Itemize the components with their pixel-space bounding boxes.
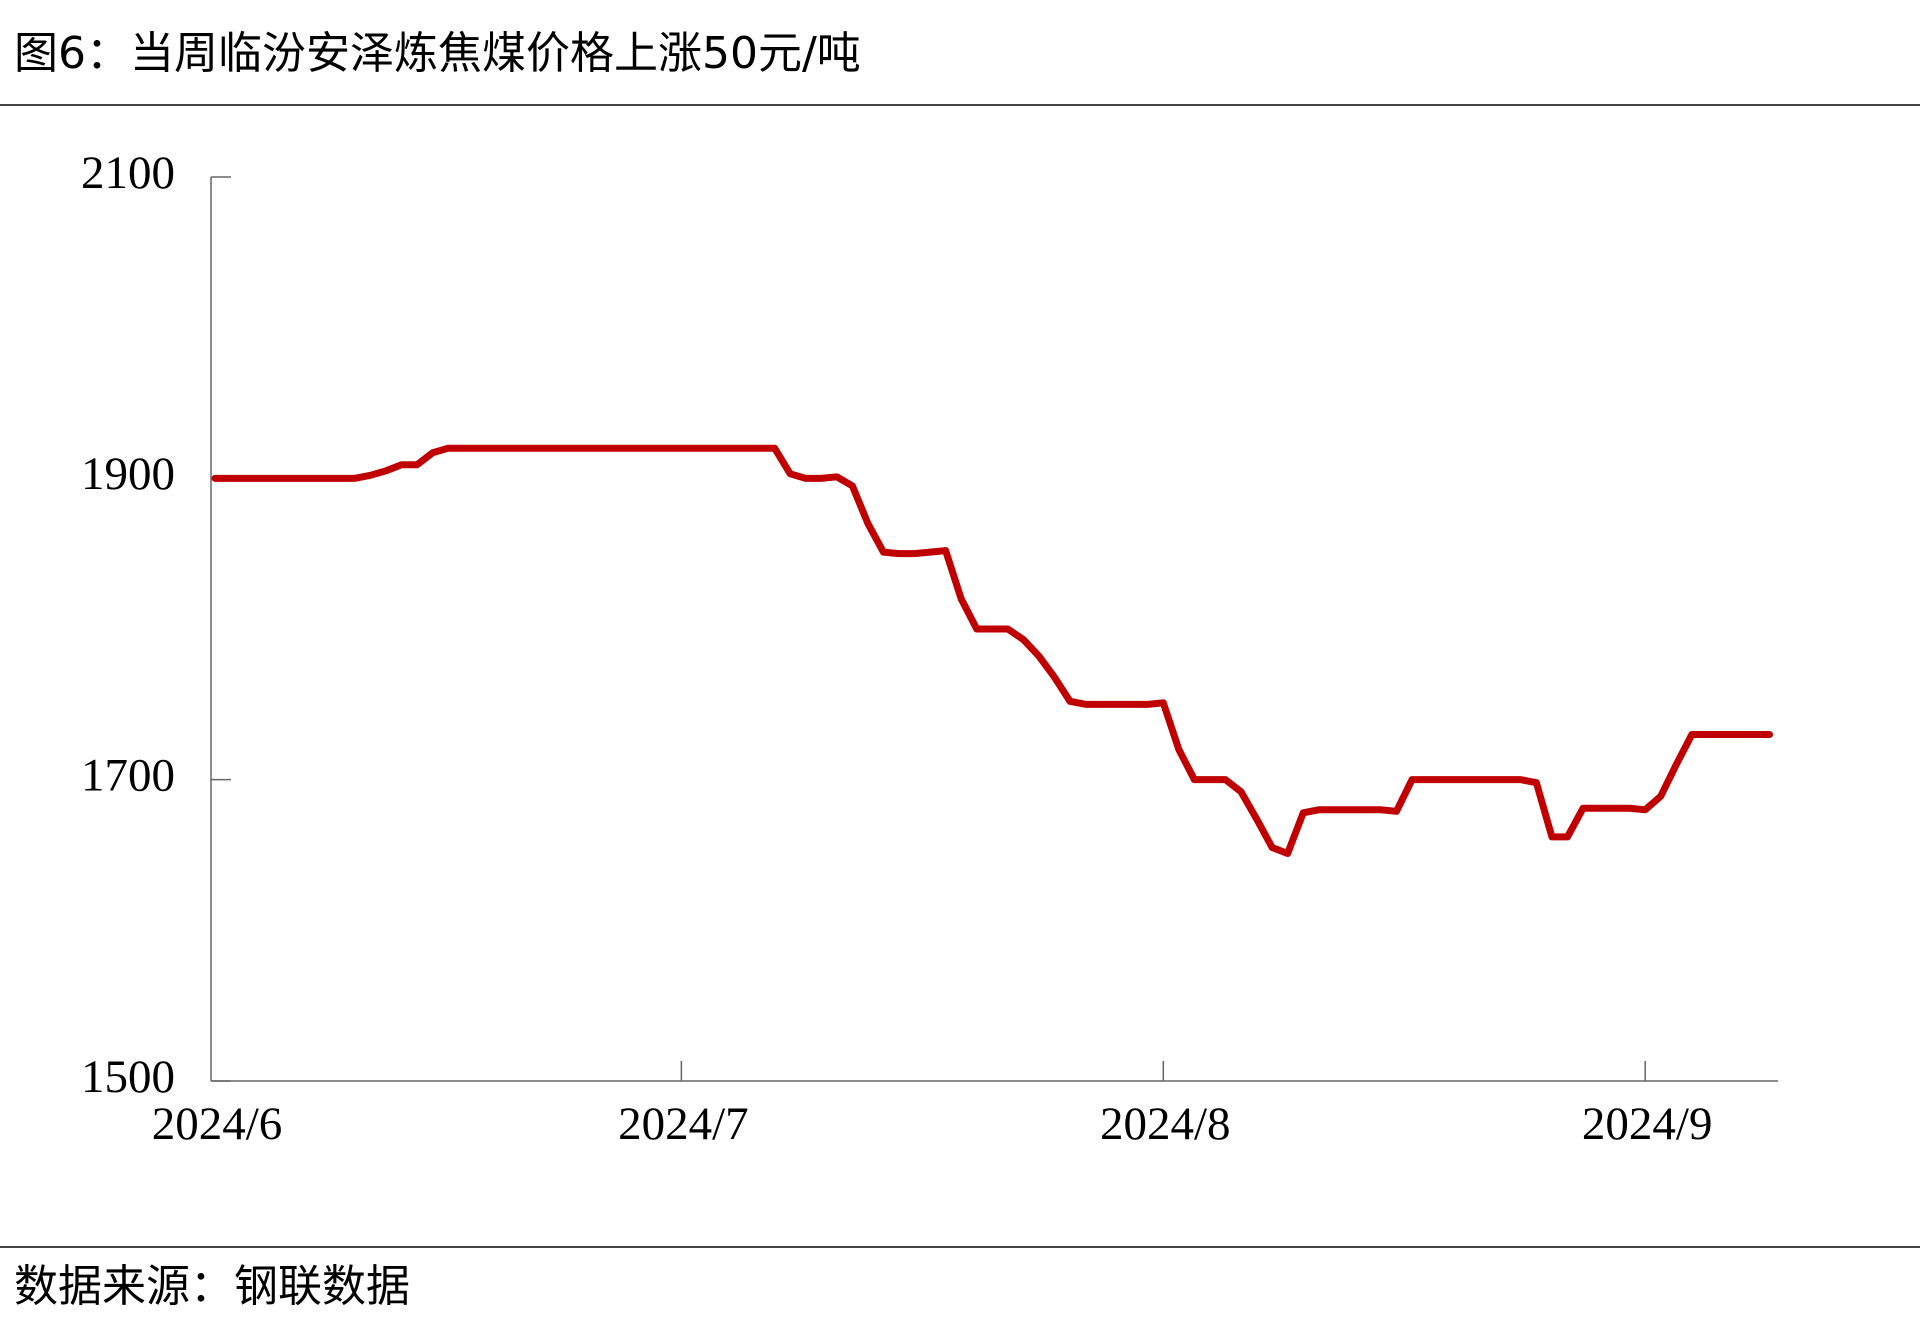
chart-title: 图6：当周临汾安泽炼焦煤价格上涨50元/吨: [14, 28, 861, 79]
x-tick-label: 2024/8: [1100, 1098, 1231, 1150]
x-tick-label: 2024/7: [618, 1098, 749, 1150]
price-line: [211, 444, 1774, 857]
y-tick-label: 1700: [81, 749, 175, 801]
source-note: 数据来源：钢联数据: [14, 1261, 410, 1312]
y-tick-label: 1500: [81, 1051, 175, 1103]
x-tick-label: 2024/6: [152, 1098, 283, 1150]
y-tick-label: 2100: [81, 147, 175, 199]
y-tick-label: 1900: [81, 448, 175, 500]
x-tick-label: 2024/9: [1582, 1098, 1713, 1150]
